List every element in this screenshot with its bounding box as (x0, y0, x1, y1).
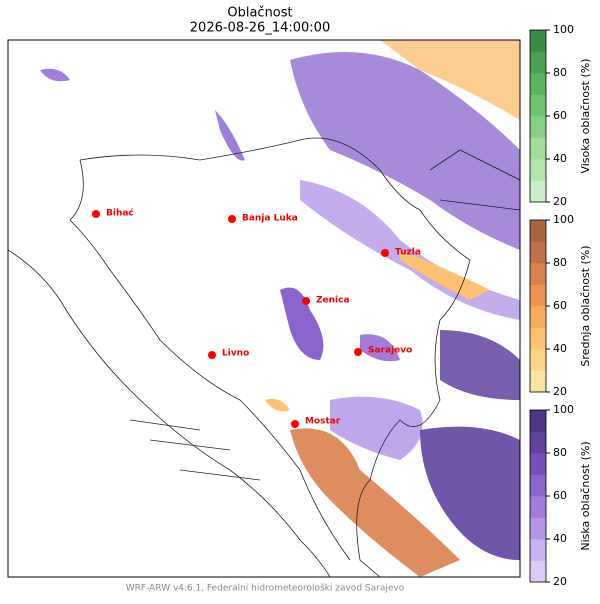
colorbar-band (530, 180, 546, 203)
city-label: Zenica (316, 296, 350, 306)
colorbar-band (530, 220, 546, 242)
colorbar-band (530, 453, 546, 475)
city-label: Livno (222, 349, 249, 359)
city-marker (291, 420, 299, 428)
colorbar-tick-label: 40 (553, 532, 567, 545)
colorbar-band (530, 30, 546, 52)
colorbar-band (530, 327, 546, 350)
colorbar-band (530, 431, 546, 454)
colorbar-band (530, 137, 546, 160)
city-marker (228, 215, 236, 223)
colorbar-band (530, 51, 546, 74)
map: Bihać Banja Luka Tuzla Zenica Livno Sara… (7, 39, 521, 578)
colorbar-tick-label: 20 (553, 385, 567, 398)
colorbar-tick-label: 80 (553, 446, 567, 459)
colorbar-band (530, 284, 546, 307)
colorbar-label: Visoka oblačnost (%) (579, 58, 592, 173)
colorbar-tick-label: 40 (553, 152, 567, 165)
colorbar-band (530, 116, 546, 138)
city-label: Tuzla (395, 248, 421, 258)
city-marker (381, 249, 389, 257)
colorbar-band (530, 539, 546, 561)
subtitle: 2026-08-26_14:00:00 (190, 21, 330, 36)
city-marker (208, 351, 216, 359)
city-label: Sarajevo (368, 346, 412, 356)
colorbar-band (530, 370, 546, 393)
colorbar-band (530, 263, 546, 285)
city-marker (302, 297, 310, 305)
colorbar-label: Srednja oblačnost (%) (579, 245, 592, 366)
city-label: Bihać (106, 208, 134, 219)
footer: WRF-ARW v4.6.1, Federalni hidrometeorolo… (126, 583, 405, 594)
colorbar-tick-label: 60 (553, 489, 567, 502)
colorbar-band (530, 94, 546, 117)
colorbar-tick-label: 60 (553, 109, 567, 122)
colorbar-tick-label: 80 (553, 66, 567, 79)
city-marker (92, 210, 100, 218)
colorbar-label: Niska oblačnost (%) (579, 441, 592, 550)
city-marker (354, 348, 362, 356)
colorbar-tick-label: 100 (553, 213, 574, 226)
city-label: Mostar (305, 417, 341, 427)
colorbar-tick-label: 40 (553, 342, 567, 355)
colorbar-tick-label: 100 (553, 403, 574, 416)
colorbar-band (530, 349, 546, 371)
colorbar-band (530, 496, 546, 518)
colorbar-band (530, 306, 546, 328)
colorbar-tick-label: 100 (553, 23, 574, 36)
colorbar-band (530, 474, 546, 497)
colorbar-tick-label: 20 (553, 195, 567, 208)
colorbar-band (530, 410, 546, 432)
cities: Bihać Banja Luka Tuzla Zenica Livno Sara… (92, 208, 421, 428)
title: Oblačnost (227, 6, 292, 21)
colorbar-tick-label: 60 (553, 299, 567, 312)
colorbar-tick-label: 80 (553, 256, 567, 269)
colorbar-band (530, 159, 546, 181)
colorbar-band (530, 560, 546, 583)
colorbar-tick-label: 20 (553, 575, 567, 588)
colorbar-band (530, 241, 546, 264)
city-label: Banja Luka (242, 214, 298, 224)
colorbar-band (530, 73, 546, 95)
colorbar-band (530, 517, 546, 540)
